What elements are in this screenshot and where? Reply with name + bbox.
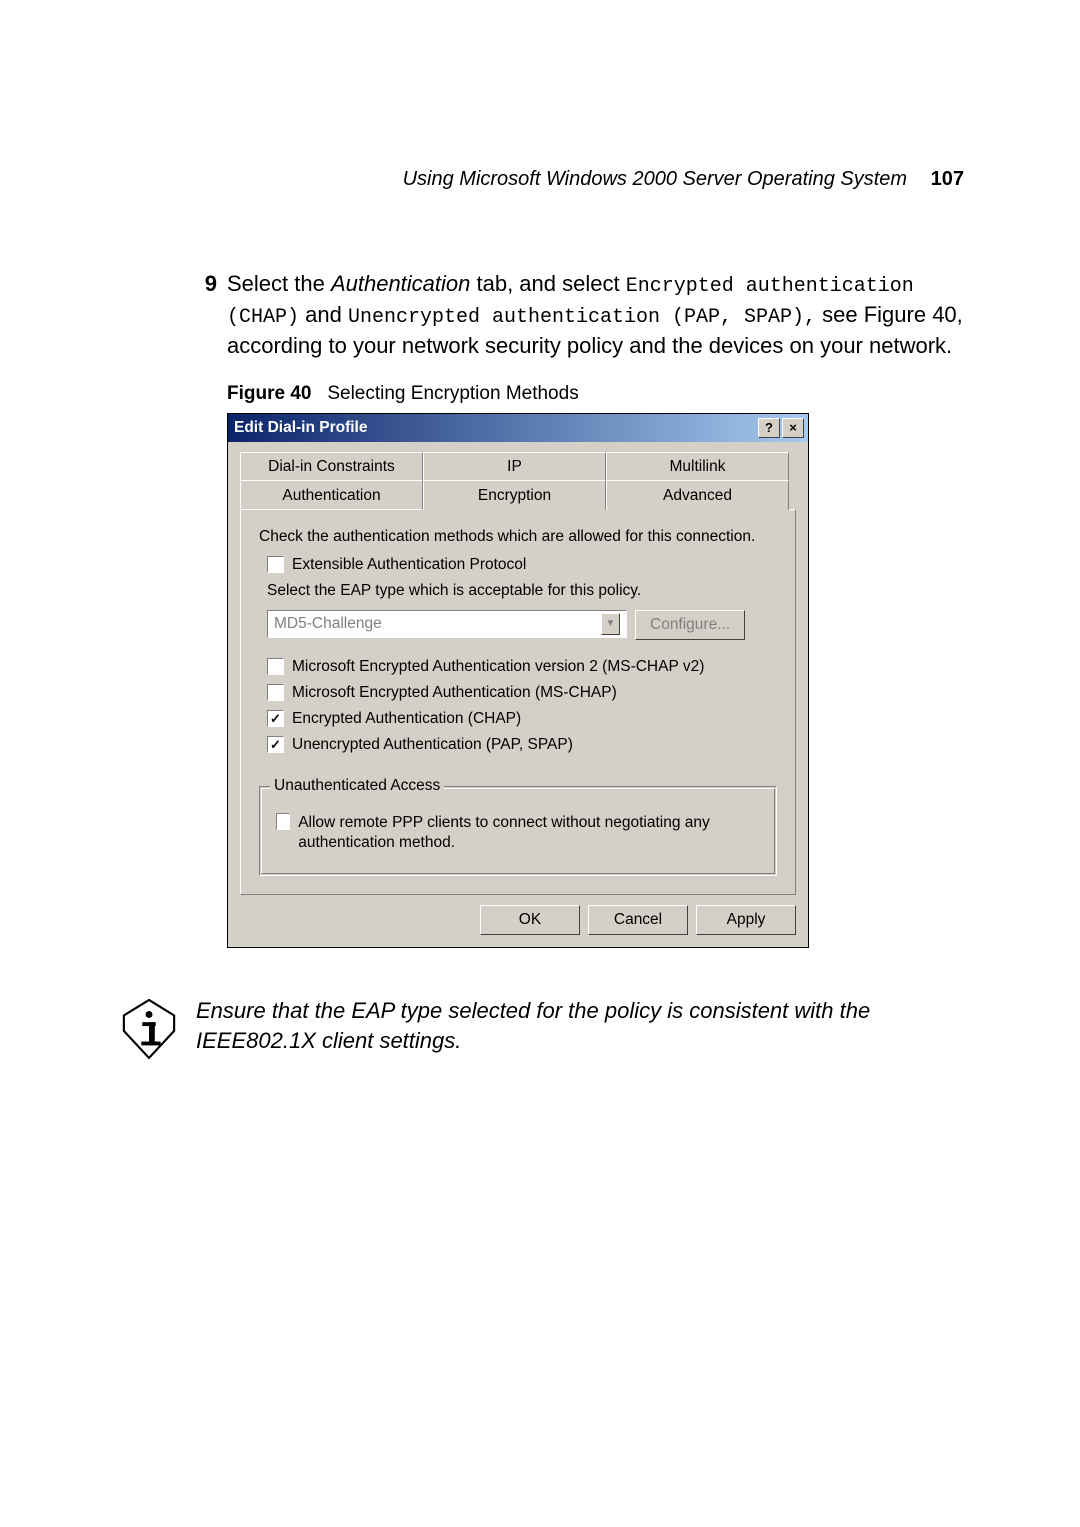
- dialog-body: Dial-in Constraints IP Multilink Authent…: [228, 442, 808, 947]
- dialog-title: Edit Dial-in Profile: [234, 419, 756, 437]
- close-button[interactable]: ×: [782, 418, 804, 438]
- step-text-mono: Unencrypted authentication (PAP, SPAP),: [348, 306, 816, 329]
- tabs-row-top: Dial-in Constraints IP Multilink: [240, 452, 796, 480]
- pap-row: Unencrypted Authentication (PAP, SPAP): [267, 736, 777, 754]
- dialog-buttons: OK Cancel Apply: [240, 895, 796, 935]
- allow-remote-label: Allow remote PPP clients to connect with…: [298, 813, 764, 853]
- chevron-down-icon: ▼: [601, 613, 620, 635]
- info-note: Ensure that the EAP type selected for th…: [120, 996, 972, 1065]
- step-text-frag: tab, and select: [470, 271, 625, 296]
- titlebar: Edit Dial-in Profile ? ×: [228, 414, 808, 442]
- tab-authentication[interactable]: Authentication: [240, 480, 423, 510]
- eap-hint: Select the EAP type which is acceptable …: [267, 582, 777, 600]
- mschapv2-row: Microsoft Encrypted Authentication versi…: [267, 658, 777, 676]
- step-number: 9: [189, 269, 217, 361]
- allow-remote-checkbox[interactable]: [276, 813, 290, 830]
- help-button[interactable]: ?: [758, 418, 780, 438]
- eap-combo-row: MD5-Challenge ▼ Configure...: [267, 610, 777, 640]
- running-header: Using Microsoft Windows 2000 Server Oper…: [0, 0, 1080, 191]
- chap-checkbox[interactable]: [267, 710, 284, 727]
- step-text-italic: Authentication: [331, 271, 470, 296]
- ok-button[interactable]: OK: [480, 905, 580, 935]
- pap-checkbox[interactable]: [267, 736, 284, 753]
- intro-text: Check the authentication methods which a…: [259, 528, 777, 546]
- tab-content: Check the authentication methods which a…: [240, 509, 796, 895]
- info-icon: [120, 996, 178, 1065]
- step-text-frag: and: [299, 302, 348, 327]
- chap-row: Encrypted Authentication (CHAP): [267, 710, 777, 728]
- apply-button[interactable]: Apply: [696, 905, 796, 935]
- tab-multilink[interactable]: Multilink: [606, 452, 789, 480]
- cancel-button[interactable]: Cancel: [588, 905, 688, 935]
- configure-button[interactable]: Configure...: [635, 610, 745, 640]
- step-9: 9 Select the Authentication tab, and sel…: [189, 269, 975, 361]
- mschap-row: Microsoft Encrypted Authentication (MS-C…: [267, 684, 777, 702]
- step-text: Select the Authentication tab, and selec…: [227, 269, 975, 361]
- extensible-checkbox[interactable]: [267, 556, 284, 573]
- eap-type-combo[interactable]: MD5-Challenge ▼: [267, 610, 627, 638]
- tab-dialin-constraints[interactable]: Dial-in Constraints: [240, 452, 423, 480]
- tab-encryption[interactable]: Encryption: [423, 480, 606, 510]
- extensible-checkbox-row: Extensible Authentication Protocol: [267, 556, 777, 574]
- mschap-checkbox[interactable]: [267, 684, 284, 701]
- pap-label: Unencrypted Authentication (PAP, SPAP): [292, 736, 573, 754]
- allow-remote-row: Allow remote PPP clients to connect with…: [276, 813, 764, 853]
- tab-advanced[interactable]: Advanced: [606, 480, 789, 510]
- figure-label: Figure 40: [227, 383, 311, 404]
- page-number: 107: [931, 168, 964, 190]
- tabs-row-bottom: Authentication Encryption Advanced: [240, 480, 796, 510]
- unauthenticated-groupbox: Unauthenticated Access Allow remote PPP …: [259, 786, 777, 876]
- eap-combo-value: MD5-Challenge: [274, 615, 382, 633]
- mschapv2-label: Microsoft Encrypted Authentication versi…: [292, 658, 704, 676]
- mschapv2-checkbox[interactable]: [267, 658, 284, 675]
- mschap-label: Microsoft Encrypted Authentication (MS-C…: [292, 684, 617, 702]
- chap-label: Encrypted Authentication (CHAP): [292, 710, 521, 728]
- extensible-label: Extensible Authentication Protocol: [292, 556, 526, 574]
- edit-dialin-profile-dialog: Edit Dial-in Profile ? × Dial-in Constra…: [227, 413, 809, 948]
- info-note-text: Ensure that the EAP type selected for th…: [196, 996, 972, 1065]
- tab-ip[interactable]: IP: [423, 452, 606, 480]
- header-text: Using Microsoft Windows 2000 Server Oper…: [403, 168, 907, 190]
- groupbox-title: Unauthenticated Access: [270, 777, 444, 795]
- figure-caption-text: Selecting Encryption Methods: [327, 383, 578, 404]
- step-text-frag: Select the: [227, 271, 331, 296]
- figure-caption: Figure 40 Selecting Encryption Methods: [227, 383, 1080, 405]
